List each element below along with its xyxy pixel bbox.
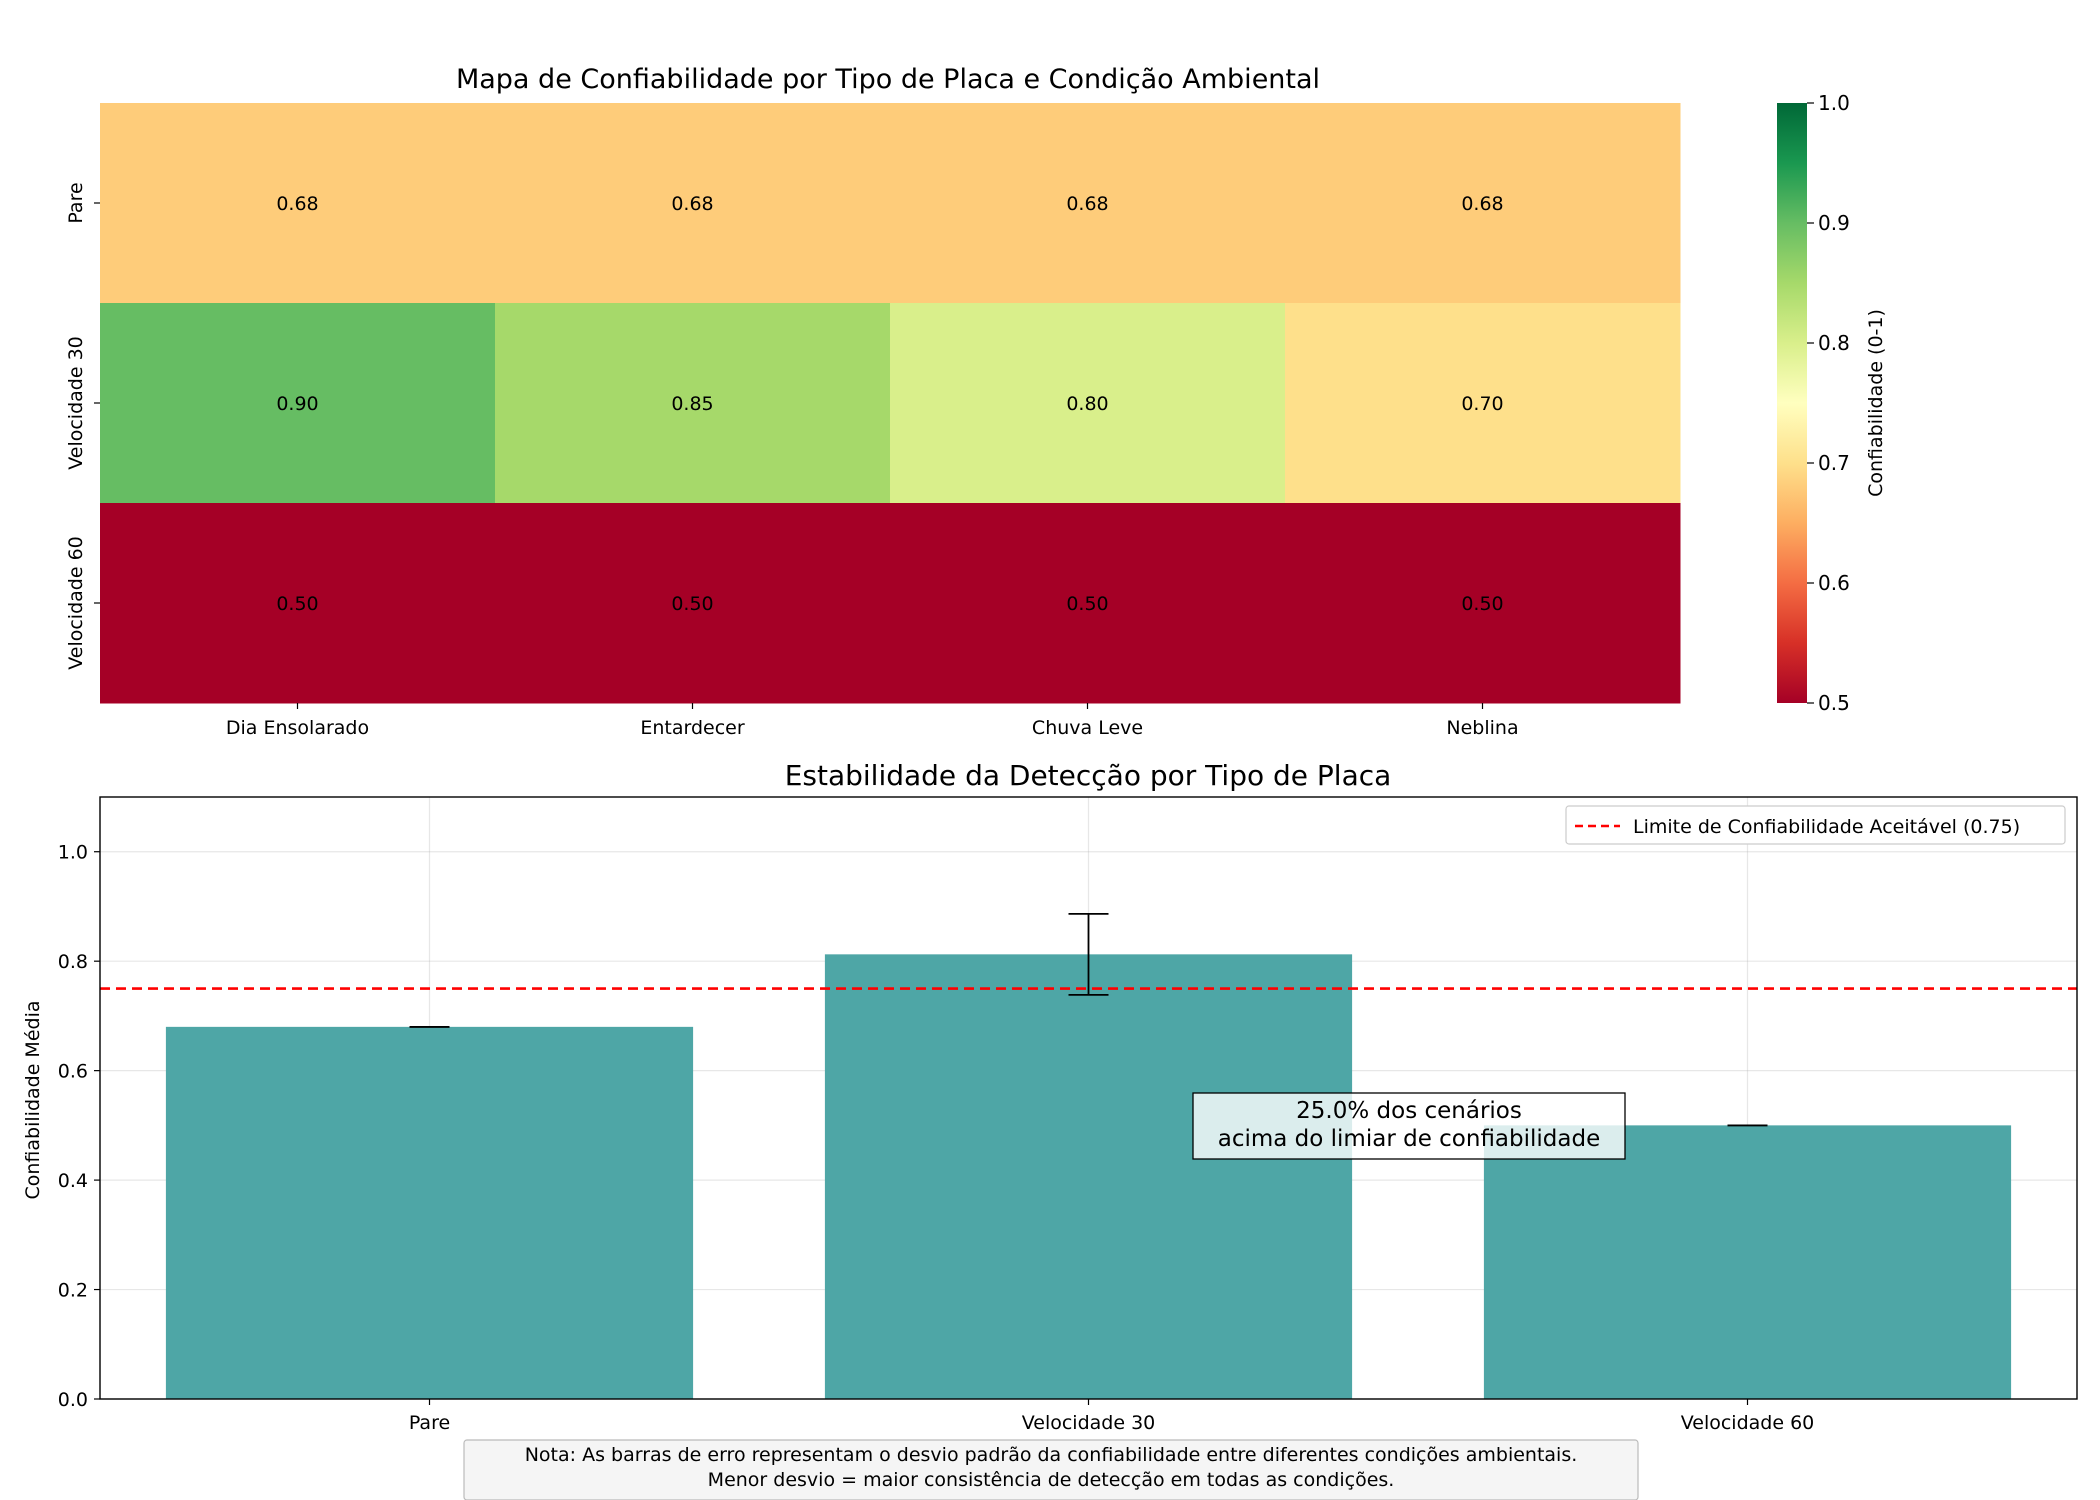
heatmap-cell: [495, 503, 891, 704]
annotation-line-2: acima do limiar de confiabilidade: [1218, 1126, 1601, 1152]
bar-chart-legend: Limite de Confiabilidade Aceitável (0.75…: [1565, 805, 2066, 845]
heatmap-value-label: 0.70: [1461, 393, 1503, 415]
heatmap-title: Mapa de Confiabilidade por Tipo de Placa…: [456, 64, 1320, 95]
annotation-line-1: 25.0% dos cenários: [1296, 1098, 1522, 1124]
colorbar: [1777, 103, 1807, 703]
heatmap: 0.68 0.68 0.68 0.68 0.90 0.85 0.80 0.70 0.50 0.50…: [65, 103, 1681, 739]
heatmap-cell: [100, 103, 496, 304]
legend-threshold-label: Limite de Confiabilidade Aceitável (0.75…: [1633, 816, 2020, 838]
heatmap-value-label: 0.50: [1461, 593, 1503, 615]
bar-chart-title: Estabilidade da Detecção por Tipo de Pla…: [785, 759, 1392, 792]
heatmap-cell: [495, 103, 891, 304]
heatmap-y-tick-label: Velocidade 60: [65, 536, 87, 670]
heatmap-cell: [495, 303, 891, 504]
annotation-box: 25.0% dos cenários acima do limiar de co…: [1192, 1092, 1626, 1160]
heatmap-cell: [1285, 303, 1681, 504]
bar-y-tick-label: 0.4: [58, 1170, 88, 1192]
colorbar-tick-label: 0.6: [1818, 571, 1850, 595]
bar-x-tick-label: Pare: [409, 1412, 450, 1434]
colorbar-tick-label: 0.5: [1818, 691, 1850, 715]
colorbar-tick-label: 0.7: [1818, 451, 1850, 475]
heatmap-value-label: 0.68: [276, 193, 318, 215]
heatmap-y-tick-label: Velocidade 30: [65, 336, 87, 470]
bar-y-tick-label: 0.2: [58, 1280, 88, 1302]
heatmap-value-label: 0.50: [1066, 593, 1108, 615]
heatmap-cell: [100, 303, 496, 504]
bar: [1483, 1125, 2012, 1399]
bar: [165, 1026, 694, 1399]
colorbar-label: Confiabilidade (0-1): [1865, 309, 1887, 497]
heatmap-value-label: 0.85: [671, 393, 713, 415]
heatmap-value-label: 0.90: [276, 393, 318, 415]
bar-y-tick-label: 1.0: [58, 842, 88, 864]
bar-y-axis-label: Confiabilidade Média: [22, 1001, 44, 1200]
bar-chart-axes: 0.0 0.2 0.4 0.6 0.8 1.0 Pare Velocidade 30 Veloc…: [58, 796, 2078, 1434]
bar-y-tick-label: 0.8: [58, 951, 88, 973]
heatmap-x-tick-label: Dia Ensolarado: [226, 717, 369, 739]
bar-y-tick-label: 0.0: [58, 1389, 88, 1411]
colorbar-tick-label: 0.9: [1818, 211, 1850, 235]
footnote-line-2: Menor desvio = maior consistência de det…: [708, 1469, 1395, 1491]
colorbar-tick-label: 1.0: [1818, 91, 1850, 115]
heatmap-value-label: 0.68: [1066, 193, 1108, 215]
heatmap-x-tick-label: Neblina: [1446, 717, 1518, 739]
bar-x-tick-label: Velocidade 60: [1681, 1412, 1815, 1434]
heatmap-x-tick-label: Entardecer: [640, 717, 745, 739]
footnote-box: Nota: As barras de erro representam o de…: [463, 1439, 1639, 1500]
bar: [824, 954, 1353, 1399]
heatmap-cell: [890, 103, 1286, 304]
heatmap-value-label: 0.80: [1066, 393, 1108, 415]
heatmap-value-label: 0.68: [1461, 193, 1503, 215]
colorbar-ticks: 0.5 0.6 0.7 0.8 0.9 1.0: [1807, 91, 1850, 715]
heatmap-value-label: 0.68: [671, 193, 713, 215]
heatmap-value-label: 0.50: [276, 593, 318, 615]
colorbar-tick-label: 0.8: [1818, 331, 1850, 355]
heatmap-cell: [1285, 103, 1681, 304]
bar-x-tick-label: Velocidade 30: [1022, 1412, 1156, 1434]
bar-y-tick-label: 0.6: [58, 1061, 88, 1083]
heatmap-value-label: 0.50: [671, 593, 713, 615]
bar-series: [100, 912, 2077, 1399]
heatmap-cell: [890, 503, 1286, 704]
heatmap-cell: [100, 503, 496, 704]
heatmap-cell: [890, 303, 1286, 504]
heatmap-x-tick-label: Chuva Leve: [1032, 717, 1143, 739]
heatmap-cell: [1285, 503, 1681, 704]
heatmap-y-tick-label: Pare: [65, 182, 87, 223]
footnote-line-1: Nota: As barras de erro representam o de…: [525, 1444, 1578, 1466]
